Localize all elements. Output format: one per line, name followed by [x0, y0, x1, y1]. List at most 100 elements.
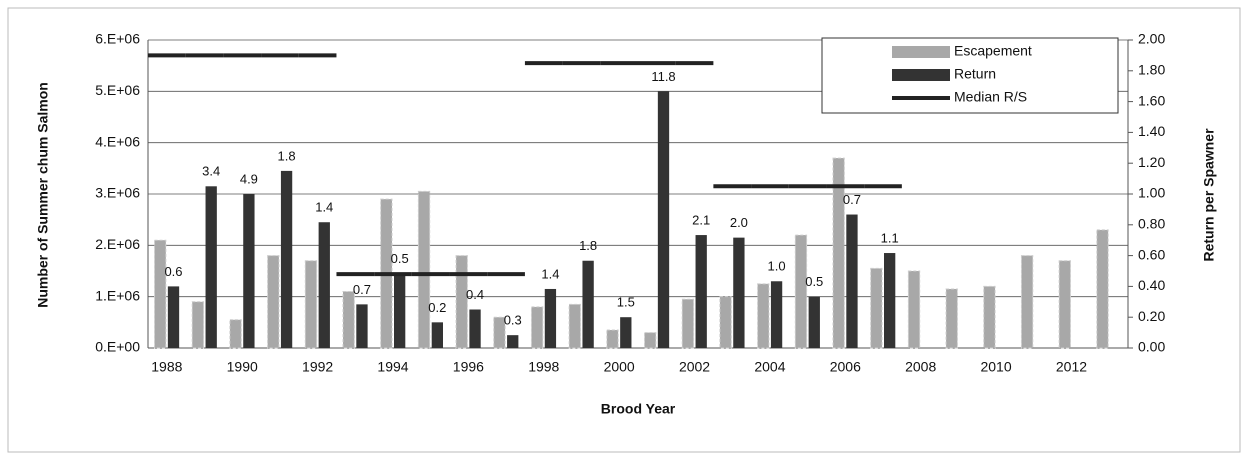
escapement-bar — [455, 255, 468, 349]
return-bar — [469, 309, 481, 348]
y2-tick-label: 1.20 — [1138, 154, 1165, 170]
escapement-bar — [606, 329, 619, 349]
rs-label: 0.3 — [504, 313, 522, 328]
rs-label: 4.9 — [240, 171, 258, 186]
escapement-bar — [191, 301, 205, 349]
rs-label: 0.2 — [428, 300, 446, 315]
y-tick-label: 4.E+06 — [95, 133, 140, 149]
rs-label: 0.5 — [805, 274, 823, 289]
escapement-bar — [229, 319, 242, 349]
rs-label: 2.1 — [692, 213, 710, 228]
y2-tick-label: 0.80 — [1138, 216, 1165, 232]
escapement-bar — [304, 260, 318, 349]
y2-tick-label: 0.40 — [1138, 277, 1165, 293]
y-tick-label: 5.E+06 — [95, 82, 140, 98]
y-tick-label: 6.E+06 — [95, 31, 140, 47]
y2-tick-label: 0.20 — [1138, 308, 1165, 324]
escapement-bar — [267, 255, 280, 349]
rs-label: 11.8 — [651, 69, 675, 84]
legend-label: Escapement — [954, 43, 1032, 59]
escapement-bar — [983, 285, 996, 349]
y-tick-label: 1.E+06 — [95, 287, 140, 303]
return-bar — [280, 170, 293, 348]
escapement-bar — [493, 316, 506, 349]
escapement-bar — [530, 306, 544, 349]
escapement-bar — [417, 190, 431, 349]
escapement-bar — [154, 239, 167, 349]
rs-label: 1.5 — [617, 295, 635, 310]
x-tick-label: 1994 — [377, 359, 408, 375]
y2-tick-label: 0.00 — [1138, 339, 1165, 355]
return-bar — [205, 186, 217, 348]
return-bar — [770, 281, 783, 348]
rs-label: 3.4 — [202, 164, 220, 179]
rs-label: 1.8 — [579, 238, 597, 253]
rs-label: 1.4 — [315, 200, 333, 215]
escapement-bar — [681, 298, 695, 349]
legend-swatch — [892, 46, 950, 58]
legend-label: Median R/S — [954, 89, 1027, 105]
return-bar — [582, 260, 594, 348]
y2-tick-label: 2.00 — [1138, 31, 1165, 47]
x-tick-label: 2008 — [905, 359, 936, 375]
escapement-bar — [907, 270, 921, 349]
return-bar — [544, 288, 557, 348]
frame — [7, 7, 1241, 453]
return-bar — [318, 222, 330, 348]
x-tick-label: 2000 — [604, 359, 635, 375]
escapement-bar — [870, 267, 883, 349]
rs-label: 1.8 — [278, 148, 296, 163]
y-tick-label: 0.E+00 — [95, 339, 140, 355]
return-bar — [243, 194, 255, 348]
escapement-bar — [945, 288, 958, 349]
y2-tick-label: 0.60 — [1138, 246, 1165, 262]
x-tick-label: 1992 — [302, 359, 333, 375]
x-tick-label: 2004 — [754, 359, 785, 375]
return-bar — [620, 317, 632, 348]
return-bar — [394, 273, 406, 348]
y2-axis-title: Return per Spawner — [1201, 128, 1217, 262]
return-bar — [884, 253, 896, 348]
x-tick-label: 1998 — [528, 359, 559, 375]
x-tick-label: 1990 — [227, 359, 258, 375]
escapement-bar — [1020, 255, 1034, 349]
y2-tick-label: 1.80 — [1138, 62, 1165, 78]
return-bar — [657, 91, 670, 348]
x-tick-label: 2010 — [980, 359, 1011, 375]
y-axis-title: Number of Summer chum Salmon — [35, 82, 51, 308]
y2-tick-label: 1.60 — [1138, 92, 1165, 108]
return-bar — [507, 335, 519, 348]
x-axis-title: Brood Year — [601, 401, 676, 417]
rs-label: 1.4 — [541, 266, 559, 281]
rs-label: 0.4 — [466, 287, 484, 302]
rs-label: 0.6 — [164, 264, 182, 279]
return-bar — [356, 304, 368, 348]
x-tick-label: 1996 — [453, 359, 484, 375]
x-tick-label: 2002 — [679, 359, 710, 375]
rs-label: 1.0 — [768, 259, 786, 274]
x-tick-label: 2012 — [1056, 359, 1087, 375]
escapement-bar — [719, 296, 732, 349]
return-bar — [733, 237, 745, 348]
return-bar — [846, 214, 858, 348]
escapement-bar — [644, 332, 657, 349]
y-tick-label: 3.E+06 — [95, 185, 140, 201]
rs-label: 0.7 — [353, 282, 371, 297]
return-bar — [695, 235, 707, 348]
y2-tick-label: 1.00 — [1138, 185, 1165, 201]
escapement-bar — [1096, 229, 1109, 349]
rs-label: 1.1 — [881, 230, 899, 245]
escapement-bar — [832, 157, 845, 349]
return-bar — [431, 322, 443, 348]
legend-box — [821, 37, 1119, 114]
return-bar — [808, 296, 820, 348]
y-tick-label: 2.E+06 — [95, 236, 140, 252]
x-tick-label: 1988 — [151, 359, 182, 375]
return-bar — [167, 286, 180, 348]
y2-tick-label: 1.40 — [1138, 123, 1165, 139]
rs-label: 0.5 — [391, 251, 409, 266]
escapement-bar — [794, 234, 808, 349]
legend-label: Return — [954, 66, 996, 82]
escapement-bar — [568, 303, 581, 349]
